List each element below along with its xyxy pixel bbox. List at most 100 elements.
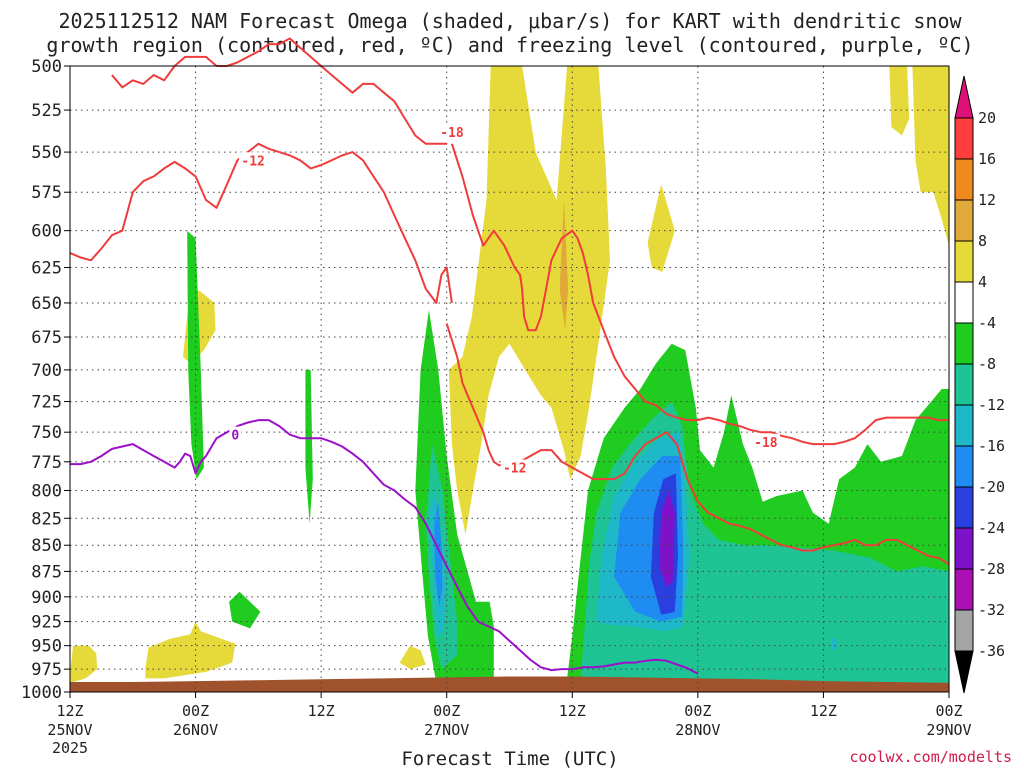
x-tick-time-0: 12Z [56, 702, 83, 720]
omega-colorbar: 20 16 12 8 4 -4 -8 -12 -16 -20 -24 -28 -32 -36 [954, 75, 1005, 694]
colorbar-bin-1 [954, 158, 974, 201]
colorbar-bin-4 [954, 281, 974, 324]
colorbar-label-5: -4 [978, 314, 996, 332]
isotherm-label-1: -18 [440, 126, 464, 141]
omega-region-sink-green-thin-1 [305, 369, 313, 524]
colorbar-label-13: -36 [978, 642, 1005, 660]
x-tick-date-12: 26NOV [173, 721, 218, 739]
omega-region-sink-green-blob [229, 591, 261, 629]
colorbar-label-12: -32 [978, 601, 1005, 619]
x-tick-time-24: 12Z [308, 702, 335, 720]
y-tick-label-525: 525 [31, 101, 62, 121]
colorbar-label-7: -12 [978, 396, 1005, 414]
y-tick-label-975: 975 [31, 660, 62, 680]
colorbar-bin-5 [954, 322, 974, 365]
y-tick-label-800: 800 [31, 481, 62, 501]
y-tick-label-725: 725 [31, 393, 62, 413]
isotherm-label-0: -12 [241, 154, 264, 169]
colorbar-bin-9 [954, 486, 974, 529]
colorbar-label-0: 20 [978, 109, 996, 127]
x-tick-time-48: 12Z [559, 702, 586, 720]
x-tick-date-60: 28NOV [675, 721, 720, 739]
colorbar-label-10: -24 [978, 519, 1005, 537]
colorbar-label-9: -20 [978, 478, 1005, 496]
omega-region-lift-yellow-upper-right [889, 66, 910, 136]
plot-frame [69, 65, 950, 693]
isotherm-label-4: 0 [231, 429, 239, 444]
colorbar-bin-0 [954, 117, 974, 160]
credit-text: coolwx.com/modelts [849, 748, 1012, 766]
y-tick-label-1000: 1000 [21, 683, 62, 703]
omega-region-lift-yellow-low-right [399, 645, 426, 670]
chart-title-line-2: growth region (contoured, red, ºC) and f… [46, 33, 973, 57]
isotherm-line-0 [69, 142, 453, 304]
y-tick-label-900: 900 [31, 588, 62, 608]
omega-region-sink-purple [659, 490, 675, 587]
isotherm-label-3: -18 [754, 436, 778, 451]
y-tick-label-775: 775 [31, 453, 62, 473]
colorbar-label-1: 16 [978, 150, 996, 168]
colorbar-bin-12 [954, 609, 974, 652]
omega-shading [70, 66, 949, 688]
x-tick-time-12: 00Z [182, 702, 209, 720]
omega-region-sink-green-26nov-column [187, 230, 204, 480]
omega-region-sink-blue-27nov [434, 501, 443, 607]
omega-region-lift-orange-streak [559, 200, 569, 331]
omega-region-lift-yellow-spot [647, 184, 675, 272]
colorbar-bottom-triangle [954, 650, 974, 694]
colorbar-bin-3 [954, 240, 974, 283]
x-tick-year-0: 2025 [52, 739, 88, 757]
x-tick-time-36: 00Z [433, 702, 460, 720]
colorbar-bin-6 [954, 363, 974, 406]
isotherm-line-4 [70, 419, 699, 675]
omega-region-lift-yellow-upper-right-2 [912, 66, 949, 246]
colorbar-label-3: 8 [978, 232, 987, 250]
colorbar-top-triangle [954, 75, 974, 119]
y-tick-label-650: 650 [31, 294, 62, 314]
ground-fill [70, 676, 949, 692]
x-tick-time-60: 00Z [684, 702, 711, 720]
colorbar-label-8: -16 [978, 437, 1005, 455]
x-tick-time-84: 00Z [935, 702, 962, 720]
y-tick-label-625: 625 [31, 259, 62, 279]
colorbar-label-11: -28 [978, 560, 1005, 578]
isotherm-label-bg-4 [229, 426, 242, 442]
x-tick-time-72: 12Z [810, 702, 837, 720]
isotherm-label-bg-1 [437, 124, 466, 140]
y-tick-label-700: 700 [31, 361, 62, 381]
x-tick-date-84: 29NOV [926, 721, 971, 739]
colorbar-label-6: -8 [978, 355, 996, 373]
colorbar-label-2: 12 [978, 191, 996, 209]
grid-lines [70, 66, 949, 692]
ground-terrain [70, 676, 949, 692]
omega-region-lift-yellow-column [448, 66, 610, 535]
colorbar-bin-2 [954, 199, 974, 242]
colorbar-bin-10 [954, 527, 974, 570]
y-tick-label-550: 550 [31, 143, 62, 163]
chart-title-line-1: 2025112512 NAM Forecast Omega (shaded, μ… [58, 9, 962, 33]
colorbar-bin-7 [954, 404, 974, 447]
y-tick-label-925: 925 [31, 613, 62, 633]
isotherm-line-3 [450, 143, 949, 446]
isotherm-label-bg-3 [751, 433, 780, 449]
y-tick-label-825: 825 [31, 509, 62, 529]
y-tick-label-575: 575 [31, 183, 62, 203]
y-tick-label-850: 850 [31, 536, 62, 556]
x-tick-date-36: 27NOV [424, 721, 469, 739]
colorbar-bin-11 [954, 568, 974, 611]
omega-region-sink-teal-spot [831, 636, 837, 651]
pressure-axis: 500 525 550 575 600 625 650 675 700 725 750 775 800 8… [21, 57, 70, 703]
x-axis-label: Forecast Time (UTC) [401, 748, 618, 768]
isotherm-label-bg-2 [500, 459, 529, 475]
y-tick-label-950: 950 [31, 637, 62, 657]
y-tick-label-675: 675 [31, 328, 62, 348]
y-tick-label-875: 875 [31, 562, 62, 582]
x-tick-date-0: 25NOV [47, 721, 92, 739]
isotherm-label-bg-0 [239, 152, 268, 168]
omega-region-lift-yellow-low-mid [145, 621, 236, 679]
isotherm-contours: -12 -18 -12 -18 0 [69, 37, 950, 675]
colorbar-label-4: 4 [978, 273, 987, 291]
y-tick-label-750: 750 [31, 423, 62, 443]
